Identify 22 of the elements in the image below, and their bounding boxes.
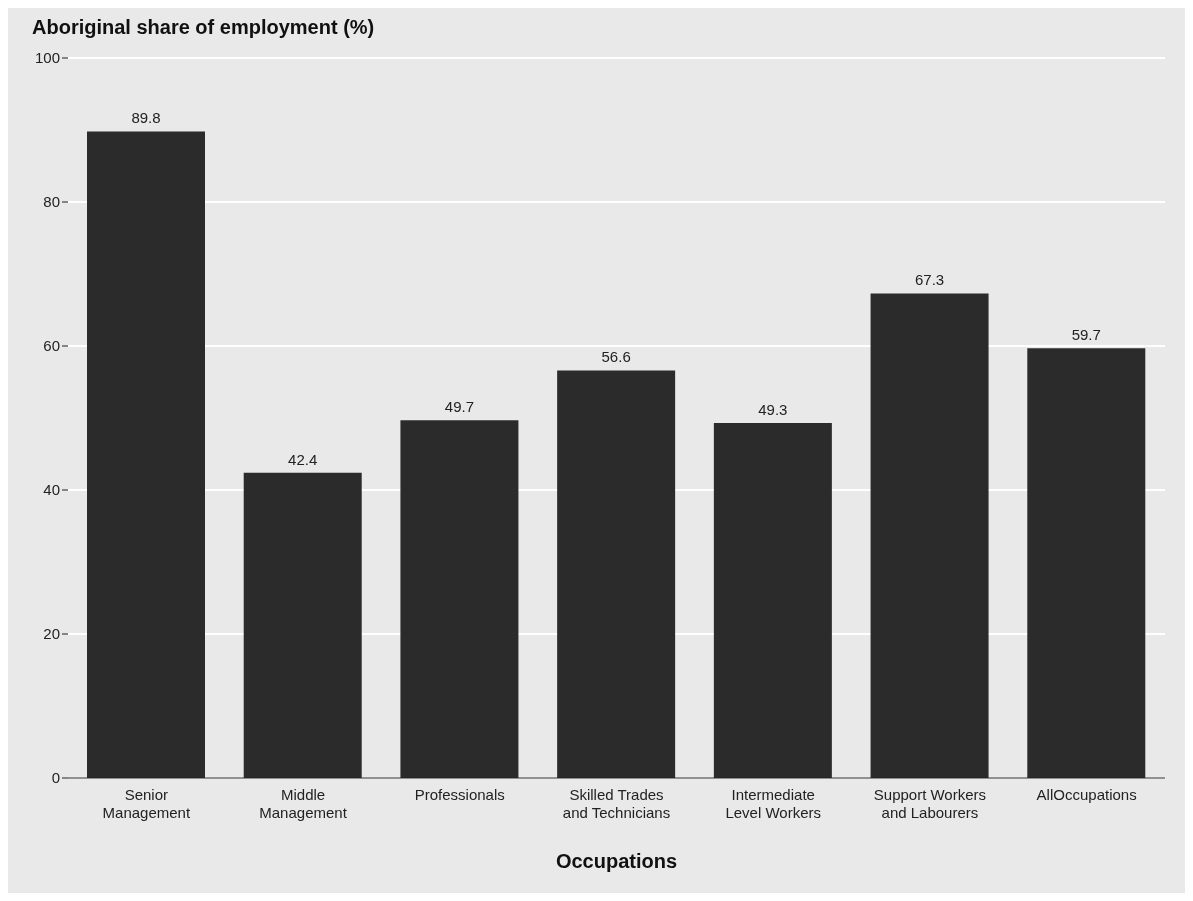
x-tick-label: Skilled Trades and Technicians (562, 786, 671, 821)
data-label: 42.4 (288, 450, 318, 468)
data-label: 89.8 (131, 109, 161, 127)
x-axis-title: Occupations (555, 850, 678, 872)
x-tick-label: Support Workers and Labourers (873, 786, 987, 821)
y-tick-label: 20 (43, 625, 60, 643)
data-label: 59.7 (1071, 326, 1101, 344)
y-tick-label: 100 (34, 49, 60, 67)
y-tick-label: 0 (51, 769, 60, 787)
y-tick-label: 40 (43, 481, 60, 499)
data-label: 67.3 (914, 271, 945, 289)
y-tick-label: 60 (43, 337, 60, 355)
y-tick-label: 80 (43, 193, 60, 211)
x-tick-label: AllOccupations (1036, 786, 1137, 803)
x-tick-label: Senior Management (102, 786, 191, 821)
data-label: 49.7 (444, 398, 475, 416)
x-tick-label: Middle Management (259, 786, 348, 821)
data-label: 49.3 (758, 401, 788, 419)
x-tick-label: Professionals (414, 786, 505, 803)
x-tick-label: Intermediate Level Workers (725, 786, 822, 821)
data-label: 56.6 (601, 348, 631, 366)
y-axis-title: Aboriginal share of employment (%) (32, 16, 375, 39)
